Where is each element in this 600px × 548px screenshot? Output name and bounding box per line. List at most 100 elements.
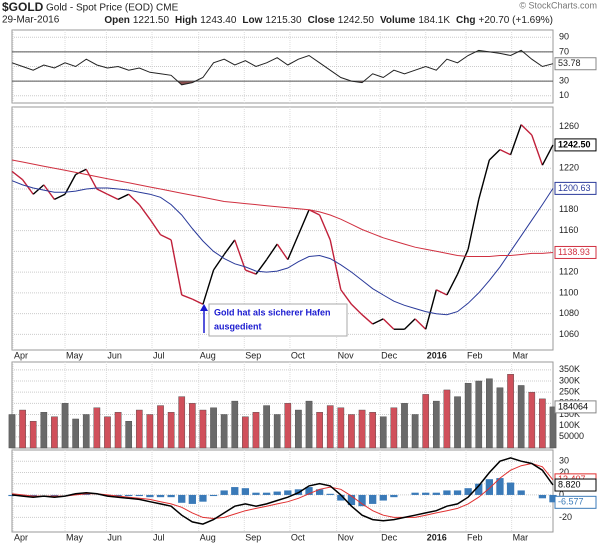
rsi-line [11,49,554,86]
histogram-bar [538,494,547,499]
annotation-text: ausgedient [214,321,262,331]
y-tick-label: 20 [559,467,569,477]
value-label: -6.577 [558,497,584,507]
price-segment [541,144,554,166]
volume-bar [82,414,90,449]
histogram-bar [347,494,356,506]
price-segment [138,204,151,220]
volume-bar [539,398,546,449]
y-tick-label: 90 [559,32,569,42]
volume-bar [61,403,69,449]
price-segment [75,168,87,176]
volume-bar [199,409,207,449]
price-segment [192,298,204,305]
histogram-bar [209,494,218,497]
value-label: 8.820 [558,479,581,489]
y-tick-label: 0 [559,489,564,499]
histogram-bar [496,478,504,495]
price-segment [329,239,342,290]
volume-bar [486,378,493,449]
volume-bar [517,385,525,449]
price-segment [531,134,544,166]
y-tick-label: 350K [559,364,580,374]
histogram-bar [231,487,239,495]
volume-bar [401,403,408,449]
value-label-box [554,400,597,414]
y-tick-label: -20 [559,512,572,522]
volume-bar [496,387,504,449]
volume-bar [189,403,196,449]
x-tick-label: Apr [14,532,28,542]
quote-value: 1221.50 [133,15,170,26]
y-tick-label: 50000 [559,431,584,441]
price-segment [350,303,363,316]
y-tick-label: 10 [559,90,569,100]
price-segment [234,239,247,271]
volume-bar [263,405,270,449]
value-label-box [554,138,597,152]
histogram-bar [337,494,345,501]
value-label: 53.78 [558,58,581,68]
quote-label: Volume [380,15,416,26]
volume-bar [305,400,313,449]
price-segment [117,193,129,201]
y-tick-label: 1160 [559,225,578,235]
histogram-bar [411,492,419,495]
price-segment [297,209,310,236]
quote-line: Open 1221.50 High 1243.40 Low 1215.30 Close 124… [104,15,553,26]
x-tick-label: Apr [14,350,28,360]
panel-frame [11,449,554,533]
histogram-bar [379,494,387,501]
price-segment [223,239,236,255]
price-segment [425,289,437,330]
volume-bar [72,418,79,449]
price-segment [160,234,172,241]
volume-bar [252,412,260,449]
volume-bar [549,406,557,449]
x-tick-label: Mar [513,350,529,360]
price-segment [382,318,395,330]
value-label-box [554,181,597,195]
source: © StockCharts.com [519,0,597,10]
histogram-bar [178,494,186,503]
x-tick-label: Sep [245,350,261,360]
quote-label: Chg [456,15,475,26]
price-segment [245,269,257,275]
price-segment [436,289,448,296]
histogram-bar [305,487,313,495]
price-segment [43,184,55,200]
x-tick-label: Mar [513,532,529,542]
volume-bar [475,380,483,449]
histogram-bar [315,489,324,495]
price-segment [107,193,119,201]
price-segment [181,294,193,300]
y-tick-label: 30 [559,75,569,85]
volume-bar [104,416,111,449]
x-tick-label: Sep [245,532,261,542]
price-segment [414,318,427,330]
value-label: 1242.50 [558,139,591,149]
histogram-bar [464,488,472,495]
quote-value: 184.1K [418,15,450,26]
volume-bar [231,400,239,449]
volume-bar [167,412,175,449]
histogram-bar [135,494,143,497]
price-segment [54,193,66,201]
value-label: 184064 [558,401,588,411]
histogram-bar [485,479,493,495]
price-segment [128,193,140,206]
price-segment [509,124,522,156]
histogram-bar [517,490,525,495]
volume-bar [528,391,536,449]
y-tick-label: 1120 [559,266,578,276]
value-label-box [554,57,597,71]
histogram-bar [125,494,133,497]
price-segment [255,259,268,275]
price-segment [11,170,24,181]
y-tick-label: 70 [559,46,569,56]
volume-bar [422,394,430,449]
x-tick-label: Feb [467,350,483,360]
volume-bar [19,409,26,449]
